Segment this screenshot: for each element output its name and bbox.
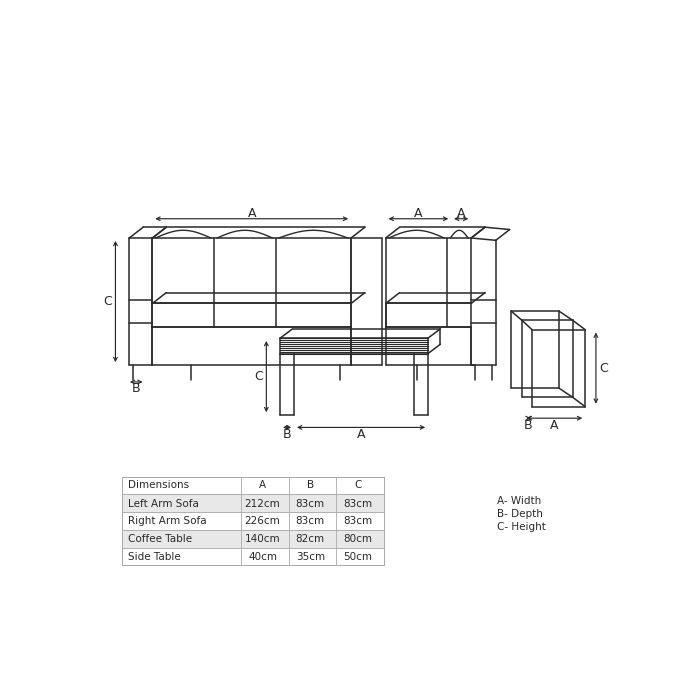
Text: B: B	[283, 428, 291, 441]
Text: 83cm: 83cm	[295, 498, 325, 509]
Text: A: A	[550, 419, 559, 432]
Bar	[122, 477, 384, 566]
Text: 212cm: 212cm	[244, 498, 281, 509]
Text: 226cm: 226cm	[244, 517, 281, 526]
Text: 82cm: 82cm	[295, 534, 325, 544]
Text: Left Arm Sofa: Left Arm Sofa	[127, 498, 199, 509]
Text: Side Table: Side Table	[127, 552, 181, 562]
Bar	[122, 494, 384, 512]
Text: 35cm: 35cm	[295, 552, 325, 562]
Bar	[122, 530, 384, 547]
Text: B: B	[132, 382, 141, 395]
Text: C: C	[104, 295, 112, 307]
Text: 80cm: 80cm	[344, 534, 372, 544]
Text: 83cm: 83cm	[295, 517, 325, 526]
Text: B: B	[524, 419, 533, 432]
Text: A: A	[414, 207, 422, 220]
Text: 83cm: 83cm	[344, 498, 372, 509]
Text: C: C	[254, 370, 263, 383]
Bar	[122, 547, 384, 566]
Text: Coffee Table: Coffee Table	[127, 534, 192, 544]
Text: 140cm: 140cm	[245, 534, 280, 544]
Text: A: A	[248, 207, 256, 220]
Text: 40cm: 40cm	[248, 552, 277, 562]
Text: Dimensions: Dimensions	[127, 480, 189, 490]
Text: 83cm: 83cm	[344, 517, 372, 526]
Text: B: B	[307, 480, 314, 490]
Text: A: A	[357, 428, 365, 441]
Text: A: A	[259, 480, 266, 490]
Bar	[122, 477, 384, 494]
Bar	[122, 512, 384, 530]
Text: A- Width: A- Width	[497, 496, 542, 505]
Text: 50cm: 50cm	[344, 552, 372, 562]
Text: B- Depth: B- Depth	[497, 509, 543, 519]
Text: C: C	[354, 480, 362, 490]
Text: A: A	[457, 207, 466, 220]
Text: C: C	[599, 362, 608, 375]
Text: Right Arm Sofa: Right Arm Sofa	[127, 517, 206, 526]
Text: C- Height: C- Height	[497, 522, 546, 532]
